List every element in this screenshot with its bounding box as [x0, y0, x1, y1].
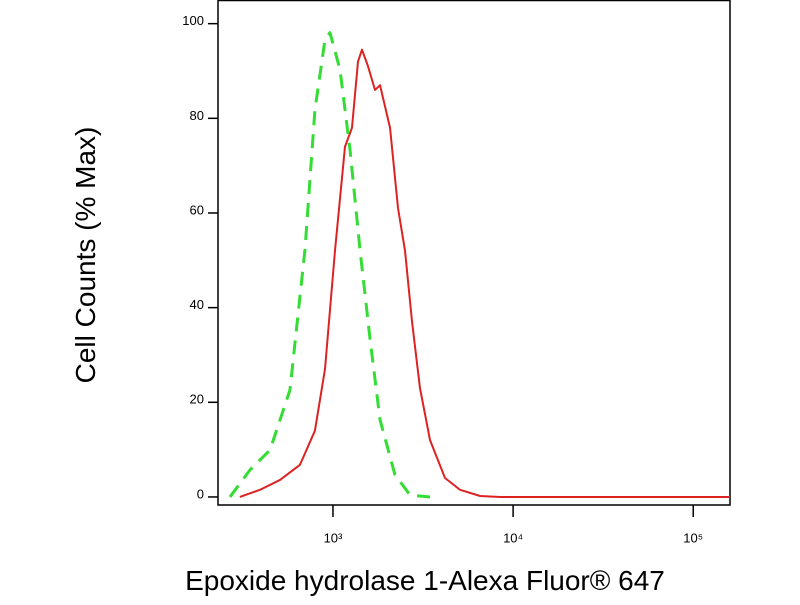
- x-axis-title: Epoxide hydrolase 1-Alexa Fluor® 647: [185, 565, 665, 596]
- series-line: [228, 31, 431, 499]
- x-tick-label: 10⁵: [683, 530, 703, 545]
- y-axis-title: Cell Counts (% Max): [70, 127, 101, 384]
- y-tick-label: 80: [190, 108, 204, 123]
- y-tick-label: 60: [190, 202, 204, 217]
- plot-frame: [217, 0, 731, 506]
- y-tick-label: 20: [190, 392, 204, 407]
- x-tick-label: 10⁴: [503, 530, 523, 545]
- y-tick-label: 100: [182, 13, 204, 28]
- x-tick-label: 10³: [324, 530, 343, 545]
- series-line: [239, 48, 730, 498]
- y-tick-label: 0: [197, 486, 204, 501]
- y-tick-label: 40: [190, 297, 204, 312]
